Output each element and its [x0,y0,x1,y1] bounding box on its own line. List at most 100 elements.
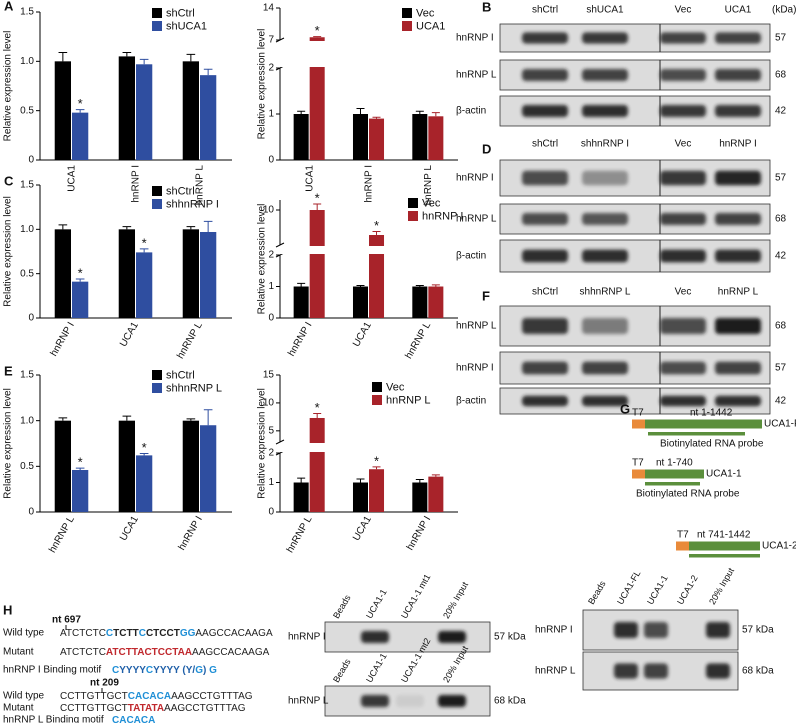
panel-label: D [482,141,491,156]
site-label: nt 209 [90,678,119,689]
row-label: hnRNP L [456,214,497,225]
mw-label: 42 [775,251,787,262]
blot-band [614,663,638,679]
bar [72,112,89,160]
mw-label: 42 [775,106,787,117]
blot-band [522,361,568,375]
significance: * [315,400,320,415]
legend-swatch [372,395,382,405]
error-bar [122,226,132,230]
bar [428,286,444,318]
sequence-segment: GG [180,628,196,639]
panel-label: E [4,363,13,378]
blot-band [715,395,761,407]
error-bar [356,478,365,483]
legend-swatch [152,186,162,196]
blot-band [715,69,761,81]
x-tick-label: UCA1 [351,320,374,349]
bar [293,286,309,318]
probe-label: Biotinylated RNA probe [636,489,740,500]
bar [200,425,217,512]
bar [428,476,444,512]
rna-construct [645,419,762,429]
blot-band [706,663,730,679]
error-bar [431,474,440,477]
blot-band [660,170,706,186]
blot-band [644,622,668,638]
error-bar [297,282,306,287]
mw-label: 68 kDa [742,666,774,677]
bar [309,417,325,512]
bar [293,482,309,512]
y-tick-label: 0 [28,313,34,324]
y-axis-label: Relative expression level [257,29,268,140]
lane-label: Vec [675,287,692,298]
sequence-segment: TCTT [113,628,139,639]
y-tick-label: 1.0 [20,415,34,426]
panel-label: C [4,173,14,188]
legend-label: shhnRNP L [166,382,222,394]
blot-band [660,318,706,334]
legend-label: shCtrl [166,369,195,381]
error-bar [58,51,68,62]
sequence-segment: C [112,665,119,676]
significance: * [374,218,379,233]
y-tick-label: 0 [28,155,34,166]
bar [428,116,444,160]
x-tick-label: UCA1 [304,165,315,192]
error-bar [186,226,196,230]
error-bar [139,58,149,65]
y-tick-label: 0.5 [20,105,34,116]
probe [689,554,760,558]
row-label: hnRNP I [288,632,326,643]
significance: * [374,453,379,468]
bar [54,420,71,512]
blot-band [715,361,761,375]
significance: * [315,23,320,38]
blot-band [614,622,638,638]
lane-label: Beads [586,579,608,607]
bar [412,482,428,512]
lane-label: shCtrl [532,287,558,298]
blot-band [582,213,628,225]
legend-swatch [408,198,418,208]
motif: CYYYYCYYYY (Y/G) G [112,665,217,676]
bar [369,469,385,512]
error-bar [203,220,213,232]
y-tick-label: 2 [268,250,274,261]
error-bar [313,203,322,210]
range-label: nt 741-1442 [697,530,751,541]
bar [412,286,428,318]
blot-band [660,69,706,81]
blot-band [361,631,389,643]
blot-band [660,213,706,225]
sequence-segment: CACACA [128,691,171,702]
sequence-segment: ) [203,665,206,676]
legend-swatch [152,199,162,209]
blot-band [522,32,568,44]
sequence: ATCTCTCATCTTACTCCTAAAAGCCACAAGA [60,647,270,658]
sequence-segment: AAGCCACAAGA [195,628,273,639]
sequence-segment: CACACA [112,715,155,723]
x-tick-label: hnRNP I [131,165,142,203]
y-tick-label: 10 [263,205,275,216]
error-bar [58,224,68,230]
blot-band [522,249,568,263]
error-bar [139,453,149,456]
sequence-segment: AA [178,647,192,658]
sequence-segment: AAGCCTGTTTAG [171,691,253,702]
bar [118,56,135,160]
lane-label: Beads [331,593,353,621]
bar [182,229,199,318]
y-tick-label: 0 [28,507,34,518]
row-label: Wild type [3,691,45,702]
error-bar [415,285,424,287]
blot-band [582,318,628,334]
row-label: hnRNP L [456,70,497,81]
sequence: CCTTGTTGCTCACACAAAGCCTGTTTAG [60,691,253,702]
blot-band [582,361,628,375]
probe-label: Biotinylated RNA probe [660,439,764,450]
mw-label: 68 [775,70,787,81]
legend-swatch [402,21,412,31]
blot-band [660,249,706,263]
